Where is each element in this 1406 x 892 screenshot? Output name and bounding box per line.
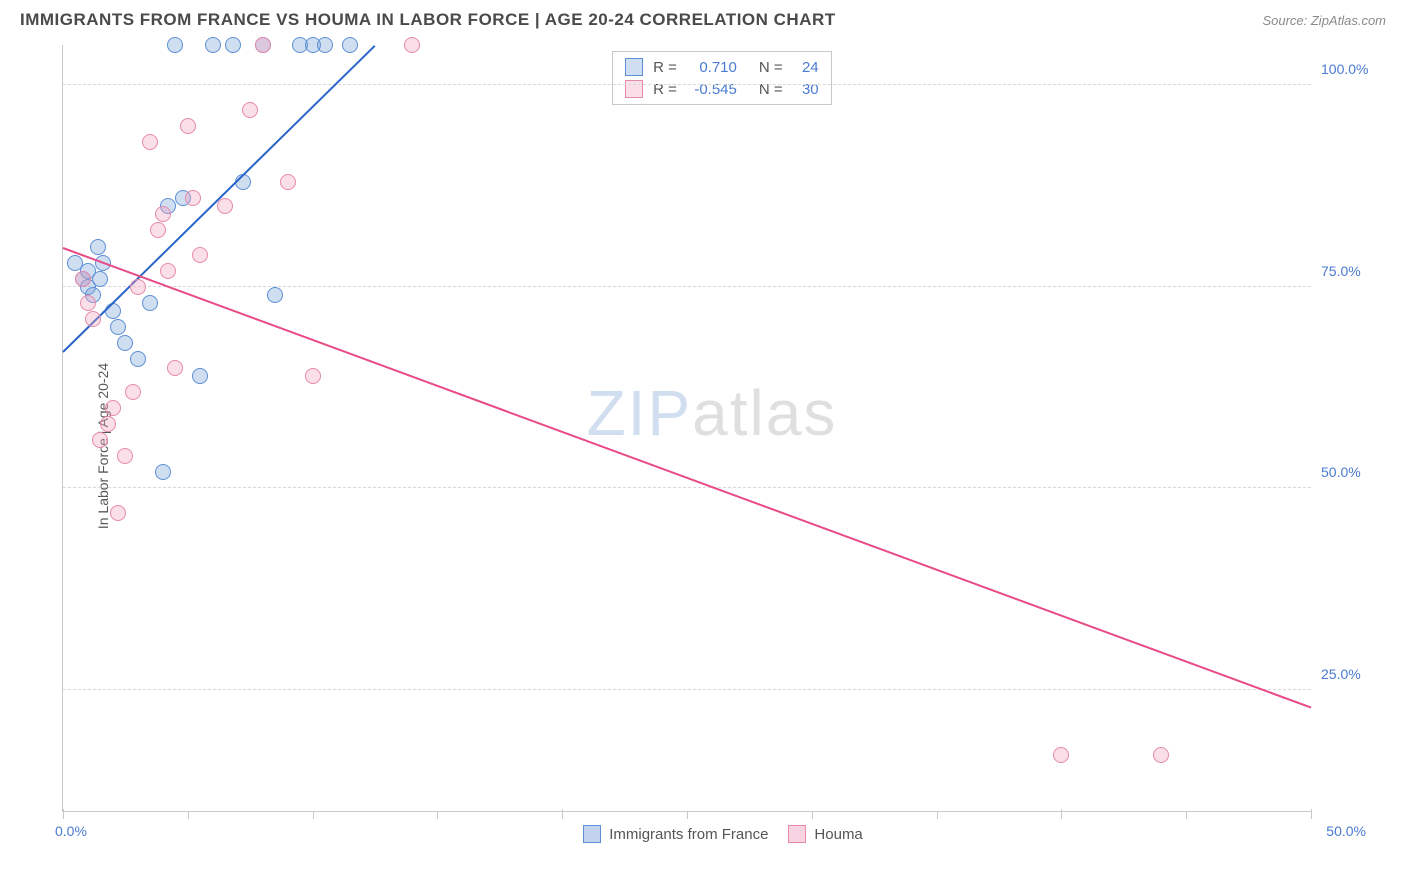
data-point: [167, 37, 183, 53]
data-point: [225, 37, 241, 53]
stats-row: R = 0.710 N = 24: [625, 56, 819, 78]
data-point: [242, 102, 258, 118]
data-point: [130, 351, 146, 367]
data-point: [85, 311, 101, 327]
data-point: [155, 464, 171, 480]
legend-label: Immigrants from France: [609, 826, 768, 843]
data-point: [105, 400, 121, 416]
x-tick-major: [63, 809, 64, 819]
legend-swatch: [583, 825, 601, 843]
data-point: [217, 198, 233, 214]
gridline-h: [63, 689, 1311, 690]
data-point: [180, 118, 196, 134]
correlation-stats-box: R = 0.710 N = 24 R = -0.545 N = 30: [612, 51, 832, 105]
bottom-legend: Immigrants from France Houma: [50, 825, 1396, 843]
data-point: [142, 295, 158, 311]
data-point: [92, 271, 108, 287]
data-point: [92, 432, 108, 448]
trend-line: [63, 247, 1312, 708]
data-point: [150, 222, 166, 238]
legend-swatch: [625, 58, 643, 76]
x-tick-minor: [687, 811, 688, 819]
data-point: [142, 134, 158, 150]
stats-row: R = -0.545 N = 30: [625, 78, 819, 100]
watermark-atlas: atlas: [692, 377, 837, 449]
data-point: [117, 448, 133, 464]
watermark-zip: ZIP: [587, 377, 693, 449]
stat-n-value: 30: [793, 81, 819, 98]
data-point: [130, 279, 146, 295]
data-point: [110, 505, 126, 521]
data-point: [342, 37, 358, 53]
stat-r-label: R =: [653, 81, 677, 98]
data-point: [317, 37, 333, 53]
stat-n-label: N =: [759, 81, 783, 98]
x-tick-minor: [812, 811, 813, 819]
data-point: [160, 263, 176, 279]
legend-swatch: [788, 825, 806, 843]
plot-area: ZIPatlas R =0.710N =24R =-0.545N =30 25.…: [62, 45, 1311, 812]
data-point: [100, 416, 116, 432]
legend-swatch: [625, 80, 643, 98]
chart-title: IMMIGRANTS FROM FRANCE VS HOUMA IN LABOR…: [20, 10, 836, 30]
data-point: [255, 37, 271, 53]
data-point: [205, 37, 221, 53]
legend-label: Houma: [814, 826, 862, 843]
legend-item: Immigrants from France: [583, 825, 768, 843]
data-point: [404, 37, 420, 53]
data-point: [125, 384, 141, 400]
stat-n-value: 24: [793, 59, 819, 76]
gridline-h: [63, 84, 1311, 85]
data-point: [155, 206, 171, 222]
data-point: [280, 174, 296, 190]
data-point: [117, 335, 133, 351]
watermark: ZIPatlas: [587, 376, 838, 450]
data-point: [192, 368, 208, 384]
data-point: [192, 247, 208, 263]
x-tick-major: [562, 809, 563, 819]
x-tick-minor: [313, 811, 314, 819]
gridline-h: [63, 286, 1311, 287]
x-tick-minor: [437, 811, 438, 819]
data-point: [167, 360, 183, 376]
x-tick-minor: [1186, 811, 1187, 819]
x-tick-major: [1311, 809, 1312, 819]
y-tick-label: 50.0%: [1321, 464, 1381, 480]
x-tick-minor: [188, 811, 189, 819]
x-tick-major: [1061, 809, 1062, 819]
stat-n-label: N =: [759, 59, 783, 76]
y-tick-label: 100.0%: [1321, 61, 1381, 77]
data-point: [90, 239, 106, 255]
legend-item: Houma: [788, 825, 862, 843]
data-point: [1053, 747, 1069, 763]
chart-source: Source: ZipAtlas.com: [1262, 13, 1386, 28]
x-tick-minor: [937, 811, 938, 819]
stat-r-value: -0.545: [687, 81, 737, 98]
data-point: [1153, 747, 1169, 763]
data-point: [305, 368, 321, 384]
data-point: [185, 190, 201, 206]
stat-r-label: R =: [653, 59, 677, 76]
chart-container: In Labor Force | Age 20-24 ZIPatlas R =0…: [50, 45, 1396, 847]
gridline-h: [63, 487, 1311, 488]
data-point: [75, 271, 91, 287]
data-point: [267, 287, 283, 303]
trend-line: [62, 45, 375, 353]
chart-header: IMMIGRANTS FROM FRANCE VS HOUMA IN LABOR…: [0, 0, 1406, 38]
data-point: [80, 295, 96, 311]
y-tick-label: 25.0%: [1321, 666, 1381, 682]
data-point: [110, 319, 126, 335]
y-tick-label: 75.0%: [1321, 263, 1381, 279]
stat-r-value: 0.710: [687, 59, 737, 76]
